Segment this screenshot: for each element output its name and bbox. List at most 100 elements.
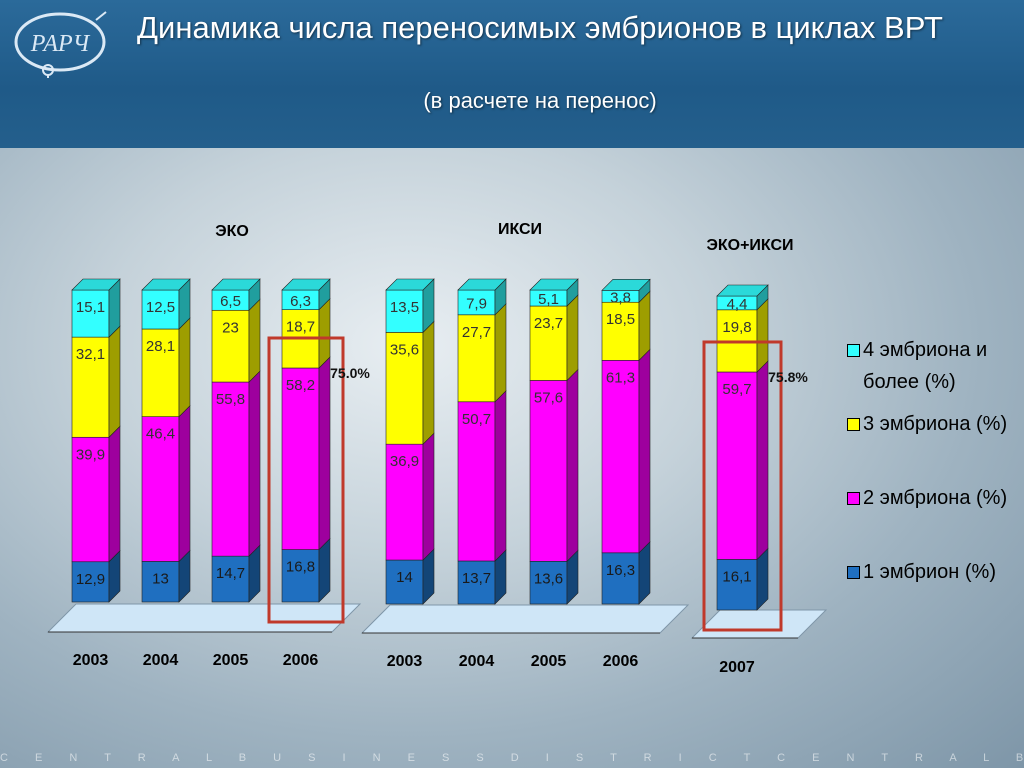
bar-top-group-2-2007 — [716, 284, 769, 297]
legend-swatch-four — [847, 344, 860, 357]
bar-side-group-0-2004-three-embryo — [178, 317, 191, 418]
page-subtitle: (в расчете на перенос) — [423, 88, 657, 113]
bar-top-group-1-2006 — [601, 279, 651, 291]
legend-swatch-one — [847, 566, 860, 579]
bar-group-0-2004-one-embryo — [141, 561, 180, 603]
data-label-group-0-2005-one-embryo: 14,7 — [216, 565, 245, 582]
data-label-group-0-2004-two-embryo: 46,4 — [146, 426, 175, 443]
bar-side-group-1-2005-two-embryo — [566, 368, 579, 563]
data-label-group-1-2006-four-embryo: 3,8 — [610, 289, 631, 306]
tick-label-group-0-2005: 2005 — [213, 652, 249, 669]
logo-text: РАРЧ — [30, 31, 91, 57]
data-label-group-0-2004-three-embryo: 28,1 — [146, 338, 175, 355]
highlight-box-group-0 — [267, 336, 345, 624]
bar-group-0-2005-two-embryo — [211, 381, 250, 557]
data-label-group-2-2007-three-embryo: 19,8 — [722, 319, 751, 336]
data-label-group-1-2005-four-embryo: 5,1 — [538, 291, 559, 308]
bar-side-group-1-2006-three-embryo — [638, 290, 651, 362]
bar-group-0-2006-two-embryo — [281, 367, 320, 550]
bar-group-1-2003-three-embryo — [385, 332, 424, 445]
bar-side-group-1-2003-two-embryo — [422, 432, 435, 561]
bar-group-1-2005-two-embryo — [529, 380, 568, 562]
bar-group-1-2005-three-embryo — [529, 305, 568, 381]
bar-group-1-2005-one-embryo — [529, 560, 568, 605]
bar-group-0-2004-three-embryo — [141, 328, 180, 417]
data-label-group-1-2004-two-embryo: 50,7 — [462, 411, 491, 428]
bar-group-2-2007-two-embryo — [716, 371, 758, 560]
data-label-group-0-2003-one-embryo: 12,9 — [76, 571, 105, 588]
data-label-group-1-2005-two-embryo: 57,6 — [534, 389, 563, 406]
legend-label-three: 3 эмбриона (%) — [863, 413, 1008, 435]
bar-side-group-0-2004-two-embryo — [178, 404, 191, 563]
tick-label-group-2-2007: 2007 — [719, 659, 755, 676]
group-1-title: ИКСИ — [498, 221, 542, 238]
bar-group-0-2004-four-embryo — [141, 289, 180, 330]
bar-group-0-2003-one-embryo — [71, 561, 110, 603]
bar-group-1-2004-one-embryo — [457, 560, 496, 605]
group-2-title: ЭКО+ИКСИ — [706, 237, 793, 254]
bar-top-group-0-2004 — [141, 278, 191, 291]
bar-side-group-1-2004-three-embryo — [494, 303, 507, 403]
legend-item-two: 2 эмбриона (%) — [845, 482, 1015, 514]
legend-item-one: 1 эмбрион (%) — [845, 556, 1015, 588]
data-label-group-0-2006-two-embryo: 58,2 — [286, 377, 315, 394]
data-label-group-1-2005-one-embryo: 13,6 — [534, 570, 563, 587]
data-label-group-1-2006-three-embryo: 18,5 — [606, 311, 635, 328]
bar-group-1-2004-two-embryo — [457, 401, 496, 562]
data-label-group-1-2003-one-embryo: 14 — [396, 569, 413, 586]
data-label-group-1-2004-four-embryo: 7,9 — [466, 295, 487, 312]
legend-swatch-two — [847, 492, 860, 505]
bar-group-0-2004-two-embryo — [141, 416, 180, 562]
legend-label-four: 4 эмбриона и более (%) — [863, 339, 988, 393]
chart-legend: 4 эмбриона и более (%) 3 эмбриона (%) 2 … — [845, 334, 1015, 588]
bar-group-0-2006-one-embryo — [281, 549, 320, 603]
bar-side-group-0-2003-two-embryo — [108, 425, 121, 563]
tick-label-group-0-2006: 2006 — [283, 652, 319, 669]
data-label-group-1-2003-two-embryo: 36,9 — [390, 453, 419, 470]
data-label-group-1-2006-one-embryo: 16,3 — [606, 562, 635, 579]
bar-side-group-1-2005-three-embryo — [566, 294, 579, 382]
bar-group-1-2006-one-embryo — [601, 552, 640, 605]
bar-side-group-1-2003-three-embryo — [422, 320, 435, 445]
group-0-title: ЭКО — [215, 223, 249, 240]
bar-side-group-0-2005-three-embryo — [248, 298, 261, 383]
data-label-group-0-2003-four-embryo: 15,1 — [76, 299, 105, 316]
data-label-group-0-2004-one-embryo: 13 — [152, 570, 169, 587]
bar-group-1-2006-two-embryo — [601, 360, 640, 554]
data-label-group-0-2005-two-embryo: 55,8 — [216, 391, 245, 408]
legend-label-two: 2 эмбриона (%) — [863, 487, 1008, 509]
highlight-label-group-0: 75.0% — [330, 365, 370, 381]
bar-top-group-0-2006 — [281, 278, 331, 291]
bar-group-0-2003-two-embryo — [71, 436, 110, 563]
data-label-group-0-2003-three-embryo: 32,1 — [76, 346, 105, 363]
logo: РАРЧ — [10, 8, 110, 78]
bar-group-0-2005-three-embryo — [211, 309, 250, 383]
tick-label-group-0-2003: 2003 — [73, 652, 109, 669]
group-2-floor — [690, 609, 828, 639]
data-label-group-0-2006-four-embryo: 6,3 — [290, 293, 311, 310]
data-label-group-1-2003-three-embryo: 35,6 — [390, 341, 419, 358]
bar-side-group-0-2003-three-embryo — [108, 325, 121, 438]
data-label-group-1-2004-one-embryo: 13,7 — [462, 570, 491, 587]
data-label-group-1-2005-three-embryo: 23,7 — [534, 315, 563, 332]
group-0-floor — [46, 603, 362, 633]
data-label-group-0-2003-two-embryo: 39,9 — [76, 446, 105, 463]
bar-top-group-1-2005 — [529, 278, 579, 291]
legend-label-one: 1 эмбрион (%) — [863, 561, 996, 583]
bar-group-0-2005-one-embryo — [211, 555, 250, 603]
bar-side-group-0-2006-three-embryo — [318, 297, 331, 369]
highlight-label-group-2: 75.8% — [768, 369, 808, 385]
tick-label-group-1-2006: 2006 — [603, 653, 639, 670]
highlight-box-group-2 — [702, 340, 783, 632]
bar-top-group-0-2005 — [211, 278, 261, 291]
bar-side-group-0-2006-two-embryo — [318, 356, 331, 551]
tick-label-group-1-2004: 2004 — [459, 653, 495, 670]
tick-label-group-1-2003: 2003 — [387, 653, 423, 670]
data-label-group-0-2005-three-embryo: 23 — [222, 319, 239, 336]
bar-group-1-2003-four-embryo — [385, 289, 424, 333]
bar-group-0-2003-three-embryo — [71, 336, 110, 438]
bar-group-0-2003-four-embryo — [71, 289, 110, 338]
data-label-group-2-2007-two-embryo: 59,7 — [722, 381, 751, 398]
data-label-group-0-2005-four-embryo: 6,5 — [220, 293, 241, 310]
